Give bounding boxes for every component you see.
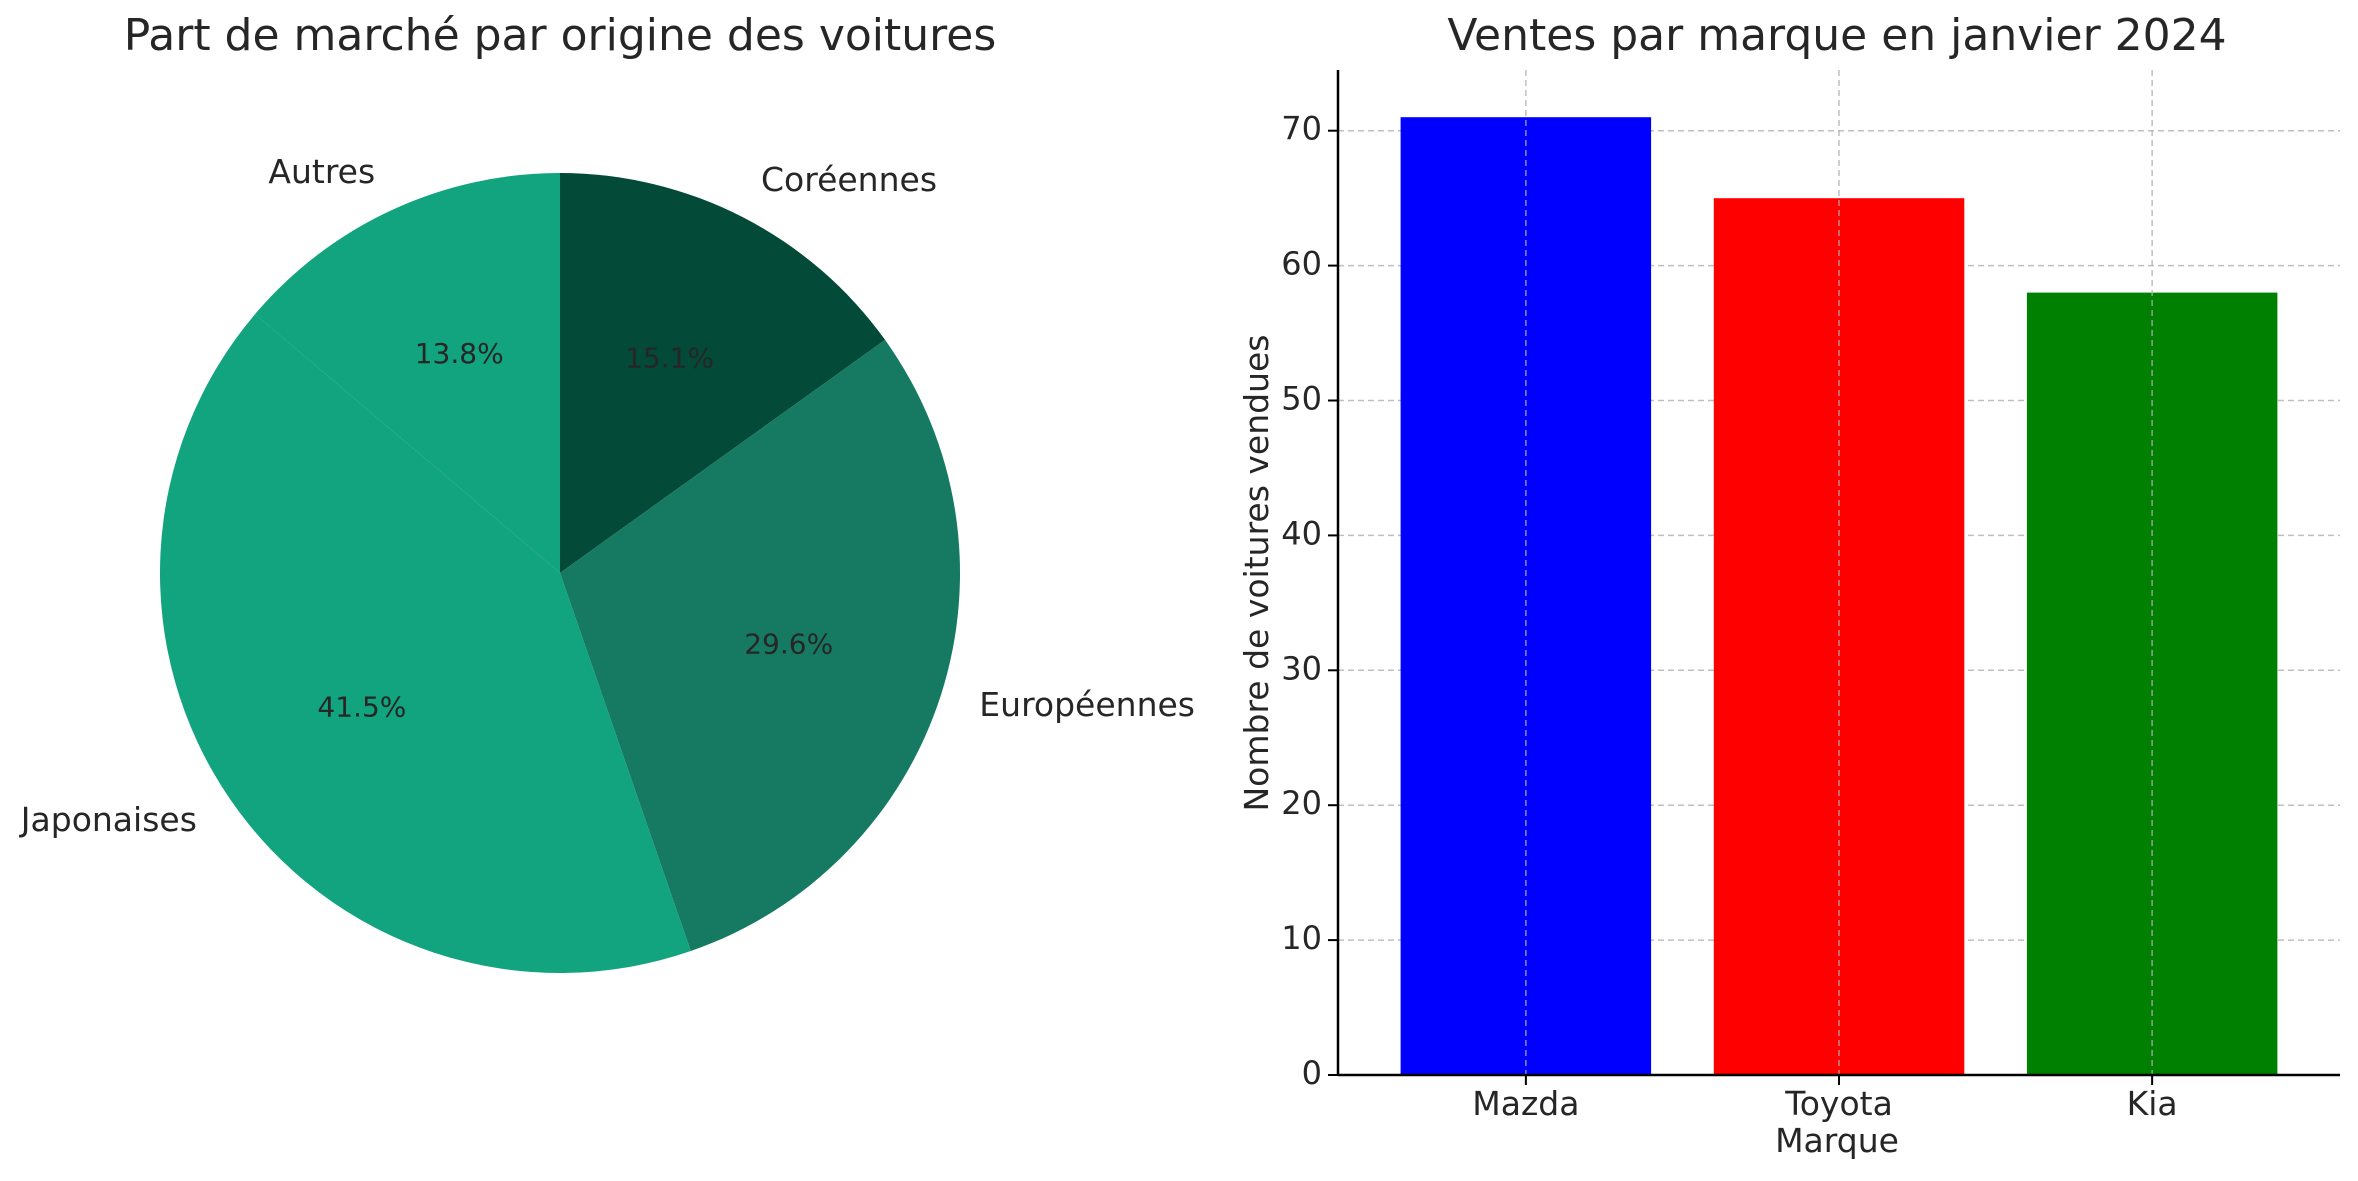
pie-percent-japonaises: 41.5%: [317, 691, 406, 724]
pie-slice-coreennes: [560, 173, 886, 573]
pie-slices: [159, 173, 961, 974]
bar-x-tick-label-toyota: Toyota: [1784, 1084, 1893, 1123]
pie-slice-europeennes: [560, 339, 961, 952]
bar-ticks: 0 10 20 30 40 50 60 70 Mazda Toyota Kia: [1281, 110, 2177, 1123]
pie-slice-autres: [255, 173, 560, 573]
bar-y-tick-label: 70: [1281, 110, 1322, 148]
bar-x-tick-label-kia: Kia: [2127, 1084, 2178, 1123]
pie-percent-coreennes: 15.1%: [625, 342, 714, 375]
bar-y-tick-label: 50: [1281, 380, 1322, 418]
pie-label-coreennes: Coréennes: [761, 160, 937, 199]
pie-label-europeennes: Européennes: [979, 685, 1195, 724]
bar-x-axis-label: Marque: [1775, 1121, 1899, 1160]
bar-y-tick-label: 40: [1281, 514, 1322, 552]
bar-y-axis-label: Nombre de voitures vendues: [1237, 334, 1276, 811]
pie-chart: Part de marché par origine des voitures …: [19, 10, 1195, 974]
bar-y-tick-label: 0: [1302, 1054, 1322, 1092]
bar-chart: Ventes par marque en janvier 2024 Marque…: [1237, 10, 2340, 1160]
pie-labels: Coréennes 15.1% Européennes 29.6% Japonaises…: [19, 152, 1195, 839]
bar-y-tick-label: 20: [1281, 784, 1322, 822]
bar-y-tick-label: 30: [1281, 649, 1322, 687]
bar-chart-title: Ventes par marque en janvier 2024: [1447, 10, 2226, 61]
bar-y-tick-label: 10: [1281, 919, 1322, 957]
pie-label-autres: Autres: [268, 152, 375, 191]
pie-slice-japonaises: [159, 314, 691, 974]
pie-chart-title: Part de marché par origine des voitures: [124, 10, 997, 61]
pie-percent-autres: 13.8%: [415, 337, 504, 370]
pie-label-japonaises: Japonaises: [19, 800, 197, 839]
pie-percent-europeennes: 29.6%: [744, 628, 833, 661]
bar-y-tick-label: 60: [1281, 245, 1322, 283]
bar-x-tick-label-mazda: Mazda: [1472, 1084, 1579, 1123]
